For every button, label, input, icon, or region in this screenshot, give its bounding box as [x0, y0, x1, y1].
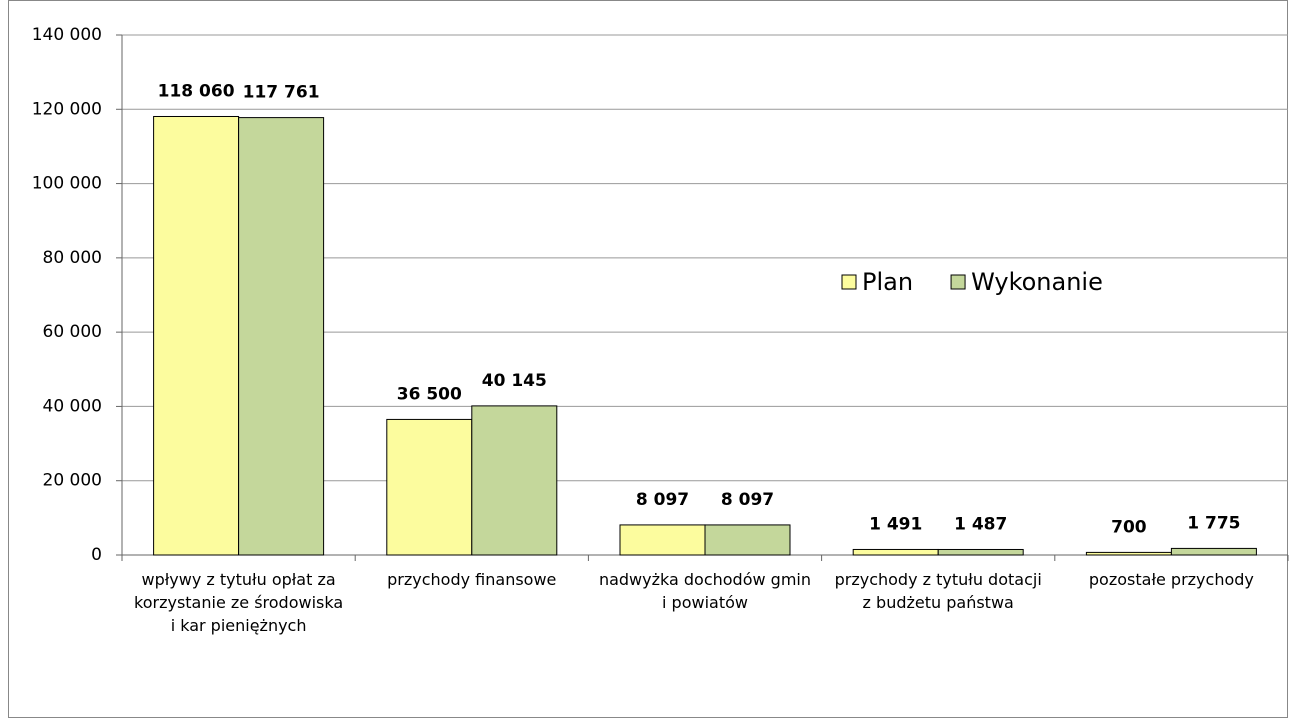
y-tick-label: 140 000 [32, 25, 102, 45]
y-tick-label: 40 000 [43, 396, 102, 416]
legend-swatch [950, 274, 966, 290]
bar [1085, 551, 1172, 556]
x-tick-label: przychody finansowe [387, 570, 557, 589]
x-tick-label: przychody z tytułu dotacji z budżetu pań… [834, 570, 1042, 612]
y-tick-label: 0 [91, 545, 102, 565]
value-label: 1 491 [869, 514, 922, 534]
x-tick-label: nadwyżka dochodów gmin i powiatów [598, 570, 811, 612]
x-tick-label: pozostałe przychody [1088, 570, 1254, 589]
chart-frame [8, 0, 1288, 718]
bar [852, 548, 939, 556]
bar [619, 524, 706, 556]
legend-label: Plan [862, 268, 913, 296]
bar [386, 418, 473, 556]
value-label: 40 145 [482, 371, 547, 391]
value-label: 1 487 [954, 514, 1007, 534]
y-tick-label: 120 000 [32, 99, 102, 119]
bar [937, 548, 1024, 556]
y-tick-label: 80 000 [43, 248, 102, 268]
value-label: 36 500 [397, 384, 462, 404]
bar [704, 524, 791, 556]
value-label: 8 097 [636, 490, 689, 510]
bar [238, 117, 325, 556]
x-tick-label: wpływy z tytułu opłat za korzystanie ze … [134, 570, 344, 635]
value-label: 1 775 [1187, 513, 1240, 533]
value-label: 117 761 [243, 83, 320, 103]
y-tick-label: 100 000 [32, 174, 102, 194]
bar [153, 115, 240, 556]
y-tick-label: 60 000 [43, 322, 102, 342]
value-label: 8 097 [721, 490, 774, 510]
value-label: 118 060 [158, 81, 235, 101]
legend-swatch [841, 274, 857, 290]
value-label: 700 [1111, 517, 1147, 537]
legend-label: Wykonanie [971, 268, 1103, 296]
bar [1170, 547, 1257, 556]
bar [471, 405, 558, 556]
y-tick-label: 20 000 [43, 471, 102, 491]
